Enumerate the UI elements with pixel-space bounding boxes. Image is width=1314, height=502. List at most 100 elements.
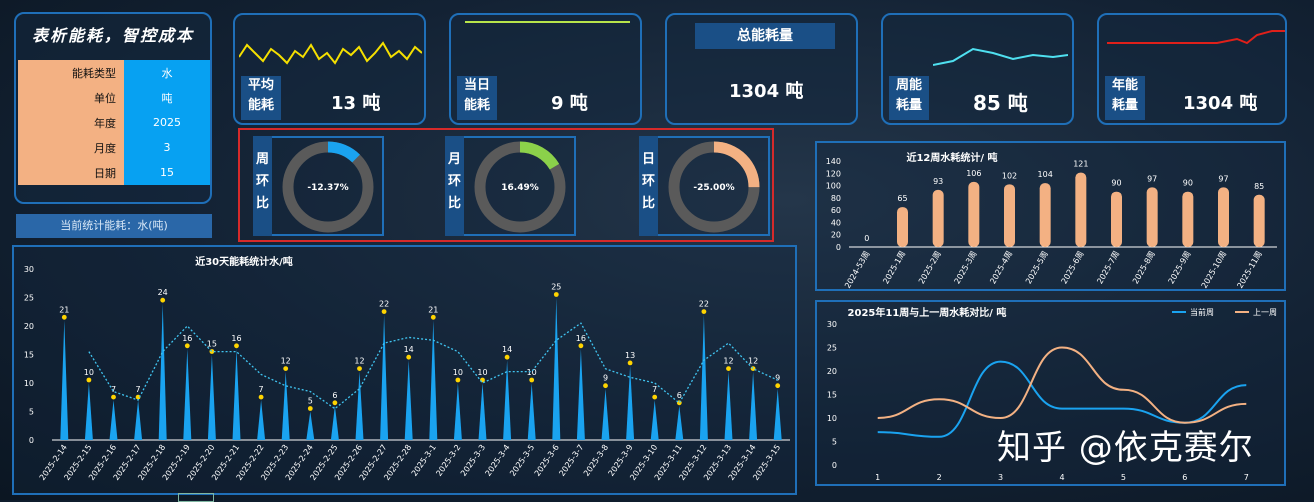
- bar: [724, 371, 733, 440]
- data-label: 14: [404, 345, 414, 354]
- data-label: 14: [502, 345, 512, 354]
- y-tick-label: 0: [836, 243, 841, 252]
- y-tick-label: 140: [826, 157, 841, 166]
- kpi-year-card: 年能 耗量 1304 吨: [1097, 13, 1287, 125]
- bar: [84, 383, 93, 440]
- info-row: 单位吨: [18, 85, 210, 110]
- label-dot: [406, 354, 412, 360]
- data-label: 97: [1218, 174, 1228, 183]
- ring-label: 日环比: [639, 136, 658, 236]
- bar: [601, 388, 610, 440]
- data-label: 6: [332, 391, 337, 400]
- data-label: 106: [966, 169, 981, 178]
- data-label: 97: [1147, 174, 1157, 183]
- kpi-day-value: 9 吨: [551, 93, 588, 114]
- label-dot: [234, 343, 239, 349]
- label-dot: [701, 309, 707, 314]
- x-tick-label: 2024-53周: [843, 250, 872, 290]
- bar: [552, 297, 561, 440]
- ring-progress: [668, 141, 760, 233]
- data-label: 6: [677, 391, 682, 400]
- ring-label: 周环比: [253, 136, 272, 236]
- day-sparkline: [465, 21, 630, 23]
- info-card: 表析能耗，智控成本 能耗类型水单位吨年度 2025 月度 3 日期 15: [14, 12, 212, 204]
- kpi-day-label: 当日 能耗: [457, 76, 497, 120]
- legend-label: 当前周: [1190, 307, 1214, 317]
- ring-chart: 16.49%: [474, 141, 566, 233]
- data-label: 10: [84, 368, 94, 377]
- y-tick-label: 0: [832, 461, 837, 470]
- label-dot: [750, 366, 756, 371]
- kpi-week-value: 85 吨: [973, 91, 1028, 115]
- data-label: 5: [308, 397, 313, 406]
- bar: [380, 314, 389, 440]
- label-dot: [553, 292, 559, 297]
- dashboard-title: 表析能耗，智控成本: [31, 26, 194, 45]
- week-compare-chart-panel: 2025年11周与上一周水耗对比/ 吨 0 5 10 15 20 25 30 1 2 3 4 5 6 7 当前…: [815, 300, 1286, 486]
- x-tick-label: 2025-6周: [1060, 250, 1086, 286]
- x-tick-label: 2025-7周: [1095, 250, 1121, 286]
- y-tick-label: 20: [831, 231, 841, 240]
- y-tick-label: 5: [832, 438, 837, 447]
- label-dot: [455, 377, 461, 383]
- data-label: 0: [864, 234, 869, 243]
- label-dot: [258, 394, 264, 400]
- legend-label: 上一周: [1253, 308, 1277, 317]
- bar: [576, 348, 585, 440]
- bar: [503, 360, 512, 440]
- ring-label: 月环比: [445, 136, 464, 236]
- data-label: 25: [551, 283, 561, 292]
- x-tick-label: 2025-1周: [881, 250, 907, 286]
- y-tick-label: 40: [831, 218, 841, 227]
- label-dot: [160, 297, 166, 303]
- y-tick-label: 120: [826, 169, 841, 178]
- data-label: 21: [428, 305, 438, 314]
- x-tick-label: 2025-2周: [917, 250, 943, 286]
- data-label: 12: [723, 357, 733, 366]
- ring-chart: -25.00%: [668, 141, 760, 233]
- daily-30-chart: 近30天能耗统计水/吨051015202530212025-2-14102025…: [24, 255, 790, 482]
- data-label: 65: [897, 194, 907, 203]
- watermark: 知乎 @依克赛尔: [997, 428, 1254, 468]
- y-tick-label: 20: [827, 367, 837, 376]
- ring-value: 16.49%: [501, 183, 539, 193]
- bar: [453, 383, 462, 440]
- label-dot: [111, 394, 116, 400]
- y-tick-label: 20: [24, 322, 34, 331]
- weekly-12-chart-panel: 近12周水耗统计/ 吨 0 20 40 60 80 100 120 140 0 2024-53周 65…: [815, 141, 1286, 291]
- bar: [1004, 184, 1015, 247]
- label-dot: [430, 314, 436, 320]
- bar: [134, 400, 143, 440]
- data-label: 93: [933, 177, 943, 186]
- avg-sparkline: [239, 41, 422, 65]
- label-dot: [332, 400, 338, 406]
- data-label: 12: [354, 357, 364, 366]
- bar: [355, 371, 364, 440]
- info-row: 月度 3: [18, 135, 210, 160]
- bar: [257, 400, 266, 440]
- data-label: 7: [111, 385, 116, 394]
- kpi-week-card: 周能 耗量 85 吨: [881, 13, 1074, 125]
- x-tick-label: 2025-4周: [988, 250, 1014, 286]
- info-row: 能耗类型水: [18, 60, 210, 85]
- data-label: 85: [1254, 182, 1264, 191]
- bar: [1182, 191, 1194, 247]
- label-dot: [603, 383, 608, 389]
- x-tick-label: 4: [1059, 473, 1064, 482]
- data-label: 22: [699, 300, 709, 309]
- data-label: 9: [603, 374, 608, 383]
- data-label: 12: [748, 357, 758, 366]
- bar: [60, 320, 69, 440]
- bar: [699, 314, 708, 440]
- info-key: 单位: [18, 85, 124, 110]
- label-dot: [307, 406, 313, 411]
- x-tick-label: 2025-3周: [953, 250, 979, 286]
- bar: [478, 383, 487, 440]
- y-tick-label: 25: [827, 344, 837, 353]
- kpi-year-label: 年能 耗量: [1105, 76, 1145, 120]
- data-label: 10: [477, 368, 487, 377]
- x-tick-label: 7: [1244, 473, 1249, 482]
- data-label: 10: [453, 368, 463, 377]
- y-tick-label: 15: [827, 391, 837, 400]
